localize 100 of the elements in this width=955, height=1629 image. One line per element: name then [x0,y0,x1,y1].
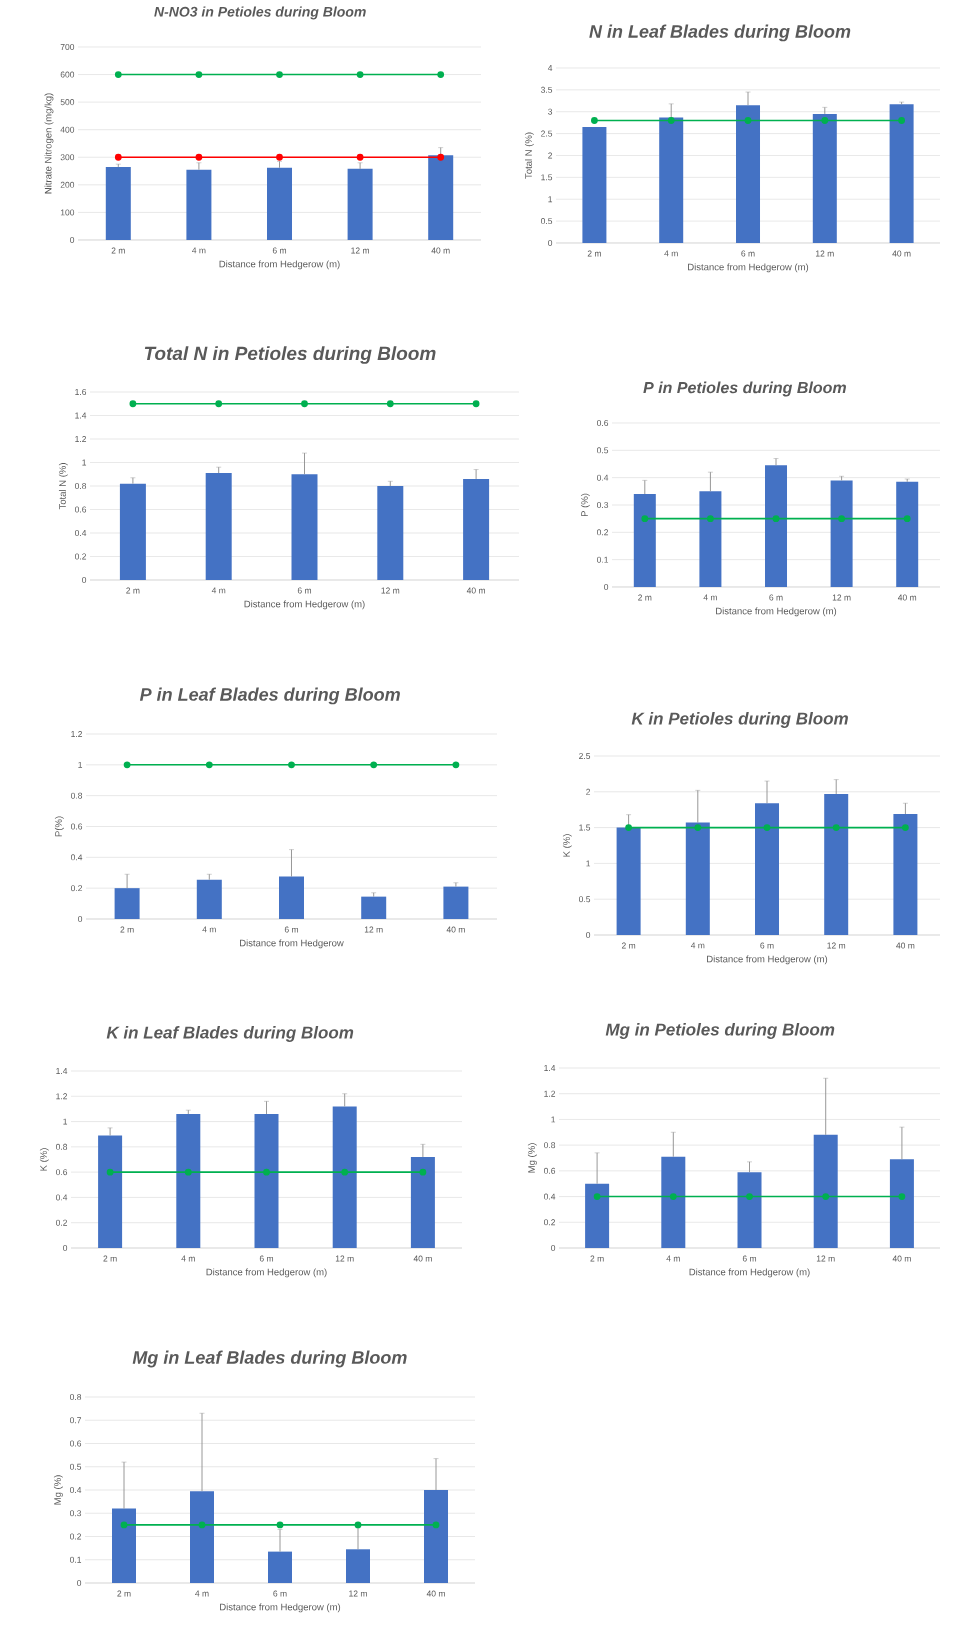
bar [896,481,919,587]
chart-title: K in Petioles during Bloom [631,712,848,728]
x-axis-title: Distance from Hedgerow [240,939,344,949]
y-tick-label: 0.4 [70,854,83,861]
y-tick-label: 1.4 [544,1065,556,1071]
x-tick-label: 12 m [816,1255,835,1262]
x-tick-label: 40 m [896,942,915,949]
x-tick-label: 12 m [335,1255,354,1262]
bar [190,1491,214,1583]
y-tick-label: 1.4 [56,1068,68,1074]
bar [443,886,469,919]
y-tick-label: 0 [604,583,609,590]
y-tick-label: 0.8 [70,792,83,799]
y-tick-label: 0.3 [69,1510,82,1517]
bar [428,155,454,240]
x-tick-label: 6 m [297,587,312,594]
bar [176,1113,201,1248]
y-tick-label: 0.2 [596,529,609,536]
bar [893,813,918,935]
x-tick-label: 6 m [272,247,287,254]
bar [279,876,304,919]
y-tick-label: 0.3 [596,501,609,508]
x-tick-label: 12 m [349,1590,367,1597]
y-tick-label: 1 [551,1116,556,1123]
chart-title: P in Petioles during Bloom [643,381,846,397]
bar [582,127,607,243]
x-axis-title: Distance from Hedgerow (m) [219,260,340,270]
x-tick-label: 12 m [364,926,383,933]
y-tick-label: 0.2 [69,1533,82,1540]
x-tick-label: 40 m [897,594,917,601]
x-tick-label: 40 m [426,1590,445,1597]
y-tick-label: 0.1 [69,1556,82,1563]
y-tick-label: 0 [63,1244,68,1251]
x-tick-label: 12 m [816,250,834,257]
y-tick-label: 0.6 [74,506,87,513]
y-tick-label: 2.5 [541,130,553,137]
x-tick-label: 4 m [703,594,717,601]
y-tick-label: 0 [78,915,83,922]
x-tick-label: 40 m [466,587,485,594]
y-tick-label: 2 [586,788,591,795]
y-tick-label: 0 [82,576,87,583]
y-axis-title: K (%) [39,1148,49,1171]
y-axis-title: P (%) [580,493,590,517]
y-tick-label: 0 [77,1580,82,1586]
x-tick-label: 40 m [446,926,465,933]
x-tick-label: 2 m [120,926,134,933]
bar [196,879,222,919]
y-axis-title: Total N (%) [524,132,534,179]
y-tick-label: 400 [60,126,75,133]
bar [699,491,722,587]
bar [267,167,293,240]
bar [346,1549,370,1583]
y-tick-label: 0.2 [55,1219,68,1226]
x-axis-title: Distance from Hedgerow (m) [688,263,809,273]
y-tick-label: 0.4 [543,1193,556,1200]
y-tick-label: 0.4 [596,474,609,481]
x-tick-label: 2 m [111,247,125,254]
y-tick-label: 1.5 [541,174,553,181]
x-tick-label: 12 m [351,247,369,254]
y-tick-label: 0.5 [69,1463,82,1470]
y-tick-label: 0.5 [578,896,591,903]
bar [268,1551,292,1583]
bar [112,1508,136,1583]
x-tick-label: 4 m [664,250,678,257]
y-tick-label: 0 [586,931,591,938]
bar [830,480,853,587]
x-tick-label: 40 m [892,250,911,257]
x-tick-label: 6 m [284,926,299,933]
y-axis-title: Total N (%) [58,463,68,510]
y-tick-label: 1.2 [75,436,87,442]
x-tick-label: 6 m [769,594,783,601]
y-tick-label: 1 [548,196,553,203]
x-tick-label: 4 m [192,247,206,254]
y-tick-label: 1 [63,1118,68,1125]
y-tick-label: 1 [78,761,83,768]
x-tick-label: 40 m [431,247,450,254]
x-tick-label: 40 m [413,1255,432,1262]
y-tick-label: 0.4 [55,1194,68,1201]
y-tick-label: 1.2 [544,1090,556,1097]
y-tick-label: 200 [60,181,75,188]
bar [332,1106,357,1248]
y-tick-label: 1.5 [579,824,591,831]
x-tick-label: 40 m [892,1255,911,1262]
x-tick-label: 12 m [381,587,400,594]
bar [616,827,641,935]
y-tick-label: 1 [82,459,87,466]
y-tick-label: 1.4 [75,412,87,419]
bar [737,1172,762,1248]
x-axis-title: Distance from Hedgerow (m) [220,1603,341,1613]
y-tick-label: 0.6 [69,1440,82,1447]
y-tick-label: 3 [548,108,553,115]
y-tick-label: 1 [586,860,591,867]
chart-title: P in Leaf Blades during Bloom [139,687,400,705]
bar [347,168,373,240]
y-axis-title: Nitrate Nitrogen (mg/kg) [44,93,54,194]
bar [410,1156,435,1248]
x-axis-title: Distance from Hedgerow (m) [716,607,837,617]
y-tick-label: 0.8 [543,1142,556,1149]
bar [585,1183,610,1248]
x-tick-label: 4 m [666,1255,680,1262]
